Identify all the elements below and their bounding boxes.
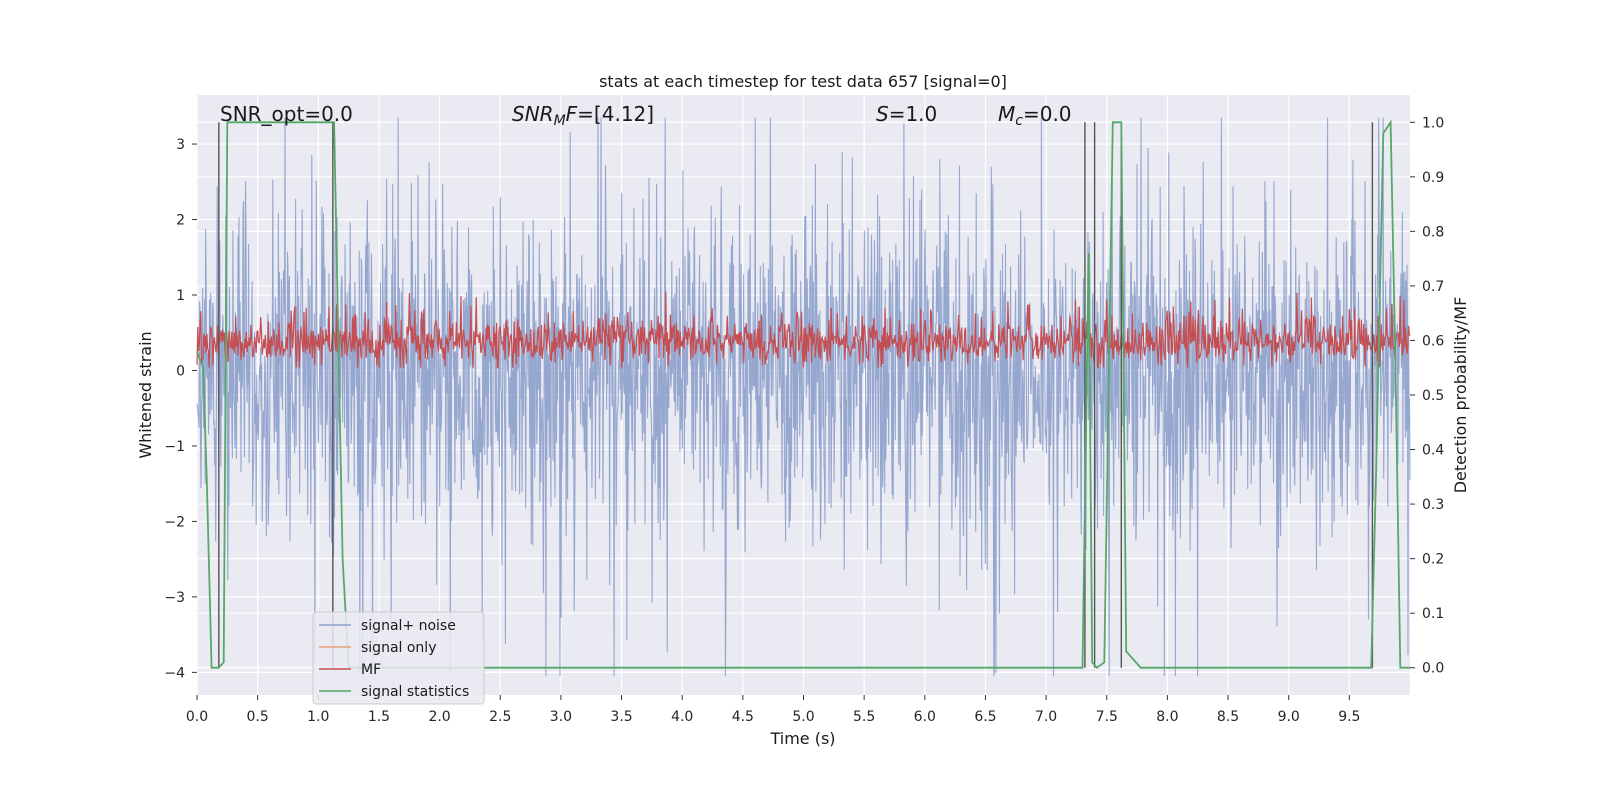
annotation-snr-opt: SNR_opt=0.0 — [220, 102, 353, 126]
annotation-snr-mf-sub: M — [554, 113, 566, 129]
annotation-mc-symbol: M — [998, 102, 1015, 126]
x-tick-label: 4.0 — [671, 709, 693, 725]
x-tick-label: 6.0 — [914, 709, 936, 725]
annotation-s: S=1.0 — [876, 102, 937, 126]
x-tick-label: 7.0 — [1035, 709, 1057, 725]
y2-tick-label: 0.1 — [1422, 606, 1444, 622]
y2-tick-label: 1.0 — [1422, 115, 1444, 131]
x-tick-label: 2.0 — [428, 709, 450, 725]
detection-markers — [218, 122, 1374, 668]
legend-label-signal-noise: signal+ noise — [361, 618, 456, 634]
mf-line — [196, 291, 1411, 369]
y2-tick-label: 0.3 — [1422, 497, 1444, 513]
legend-label-signal-only: signal only — [361, 640, 436, 656]
y-tick-label: 2 — [176, 213, 185, 229]
y2-axis-label: Detection probability/MF — [1451, 297, 1470, 494]
legend-label-signal-statistics: signal statistics — [361, 684, 469, 700]
annotation-snr-mf-value: =[4.12] — [577, 102, 654, 126]
x-tick-label: 0.5 — [247, 709, 269, 725]
y2-tick-label: 0.8 — [1422, 224, 1444, 240]
y-tick-label: 3 — [176, 137, 185, 153]
x-axis-ticks: 0.0 0.5 1.0 1.5 2.0 2.5 3.0 3.5 4.0 4.5 5.0 5.5 6.0 6… — [186, 695, 1360, 725]
mf-series — [196, 291, 1411, 369]
annotation-s-value: =1.0 — [889, 102, 938, 126]
annotation-mc: Mc=0.0 — [998, 102, 1072, 129]
y-tick-label: −4 — [164, 665, 185, 681]
y-tick-label: −3 — [164, 590, 185, 606]
legend-label-mf: MF — [361, 662, 381, 678]
x-tick-label: 5.0 — [792, 709, 814, 725]
x-tick-label: 0.0 — [186, 709, 208, 725]
signal-noise-series — [196, 117, 1411, 677]
x-tick-label: 9.0 — [1278, 709, 1300, 725]
annotation-snr-mf: SNRMF=[4.12] — [512, 102, 654, 129]
y-axis-label: Whitened strain — [136, 331, 155, 458]
signal-noise-line — [196, 117, 1411, 677]
y2-tick-label: 0.5 — [1422, 388, 1444, 404]
annotation-mc-sub: c — [1015, 113, 1023, 129]
chart-title: stats at each timestep for test data 657… — [599, 72, 1007, 91]
annotation-s-symbol: S — [876, 102, 889, 126]
y-tick-label: 1 — [176, 288, 185, 304]
x-tick-label: 3.0 — [550, 709, 572, 725]
x-tick-label: 2.5 — [489, 709, 511, 725]
y2-tick-label: 0.7 — [1422, 279, 1444, 295]
annotation-mc-value: =0.0 — [1023, 102, 1072, 126]
x-tick-label: 1.5 — [368, 709, 390, 725]
x-tick-label: 4.5 — [732, 709, 754, 725]
y-tick-label: 0 — [176, 363, 185, 379]
x-tick-label: 1.0 — [307, 709, 329, 725]
x-tick-label: 9.5 — [1338, 709, 1360, 725]
x-axis-label: Time (s) — [769, 729, 835, 748]
y2-tick-label: 0.4 — [1422, 443, 1444, 459]
y-tick-label: −1 — [164, 439, 185, 455]
legend-box — [312, 611, 485, 705]
y2-tick-label: 0.6 — [1422, 333, 1444, 349]
x-tick-label: 7.5 — [1096, 709, 1118, 725]
y-tick-label: −2 — [164, 514, 185, 530]
x-tick-label: 8.5 — [1217, 709, 1239, 725]
x-tick-label: 3.5 — [610, 709, 632, 725]
y2-tick-label: 0.0 — [1422, 661, 1444, 677]
signal-statistics-line — [196, 119, 1410, 669]
legend: signal+ noise signal only MF signal stat… — [312, 611, 485, 705]
y2-tick-label: 0.2 — [1422, 552, 1444, 568]
annotations: SNR_opt=0.0 SNRMF=[4.12] S=1.0 Mc=0.0 — [220, 102, 1072, 129]
annotation-snr-mf-main: SNR — [512, 102, 554, 126]
x-tick-label: 8.0 — [1156, 709, 1178, 725]
y-axis-ticks: −4 −3 −2 −1 0 1 2 3 — [164, 137, 197, 681]
y2-tick-label: 0.9 — [1422, 170, 1444, 186]
x-tick-label: 5.5 — [853, 709, 875, 725]
signal-statistics-series — [196, 119, 1410, 669]
annotation-snr-mf-f: F — [566, 102, 578, 126]
x-tick-label: 6.5 — [974, 709, 996, 725]
y2-axis-ticks: 0.0 0.1 0.2 0.3 0.4 0.5 0.6 0.7 0.8 0.9 1.0 — [1410, 115, 1444, 677]
